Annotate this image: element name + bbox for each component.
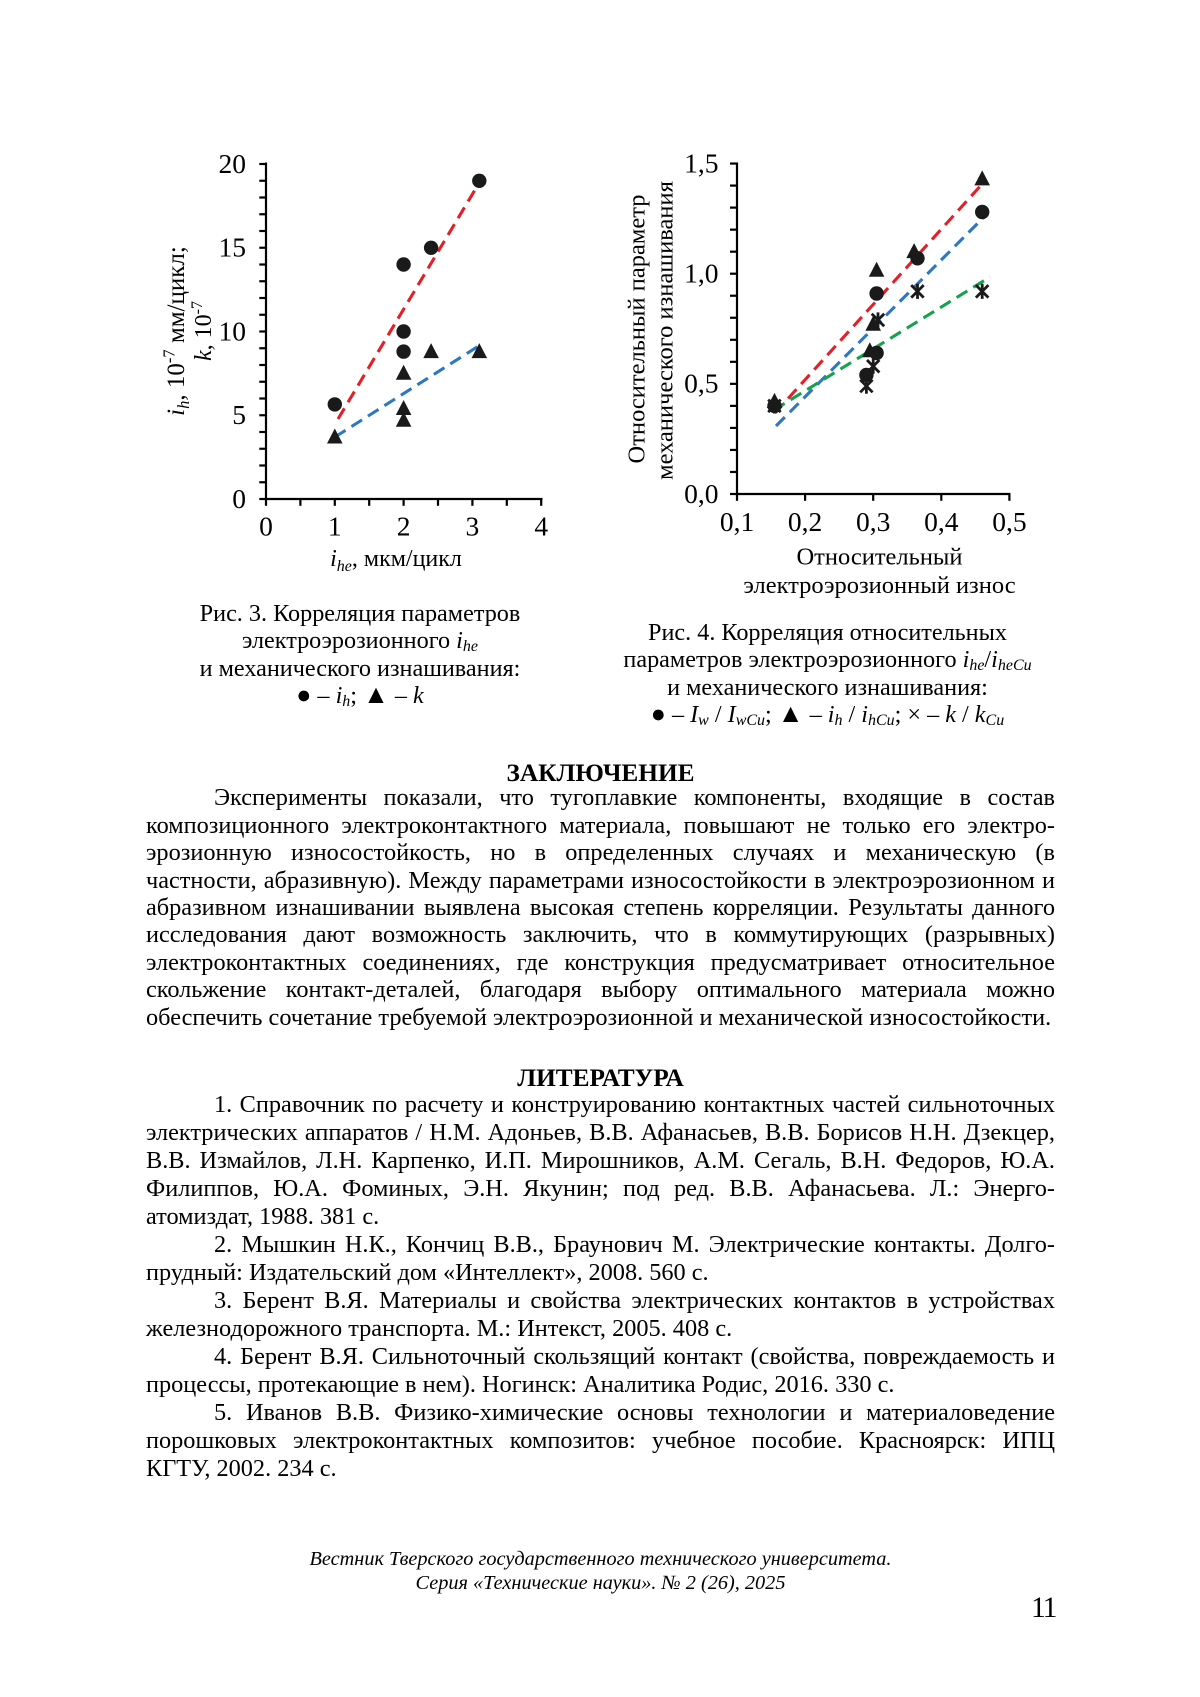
svg-text:электроэрозионный износ: электроэрозионный износ [743,572,1015,599]
svg-text:Относительный параметр: Относительный параметр [624,195,651,464]
svg-text:ihe, мкм/цикл: ihe, мкм/цикл [330,546,462,575]
svg-text:10: 10 [219,315,247,346]
svg-text:0,0: 0,0 [684,478,718,509]
svg-text:0,2: 0,2 [788,506,822,537]
svg-text:0,4: 0,4 [924,506,959,537]
svg-text:ih, 10-7 мм/цикл;: ih, 10-7 мм/цикл; [160,246,194,416]
svg-text:0,3: 0,3 [856,506,890,537]
svg-text:15: 15 [219,232,247,263]
svg-text:0,5: 0,5 [684,368,718,399]
svg-text:0,1: 0,1 [720,506,754,537]
svg-text:0: 0 [232,483,246,514]
svg-text:1: 1 [328,511,342,542]
svg-text:20: 20 [219,148,247,179]
svg-text:2: 2 [397,511,411,542]
svg-text:3: 3 [466,511,480,542]
svg-text:5: 5 [232,399,246,430]
svg-text:4: 4 [534,511,548,542]
svg-text:Относительный: Относительный [796,543,962,570]
svg-text:0: 0 [259,511,273,542]
svg-text:механического изнашивания: механического изнашивания [652,181,679,480]
svg-text:1,0: 1,0 [684,258,718,289]
svg-text:0,5: 0,5 [992,506,1026,537]
svg-text:1,5: 1,5 [684,147,718,178]
svg-text:k, 10-7: k, 10-7 [189,301,217,361]
